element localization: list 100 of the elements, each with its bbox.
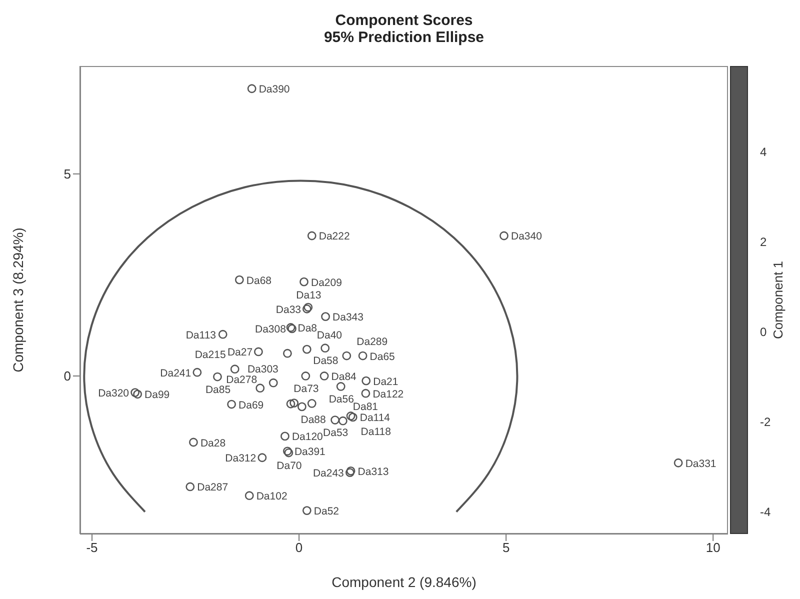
point: [674, 458, 683, 468]
point: [286, 399, 296, 408]
point: [346, 412, 356, 420]
data-label: Da343: [332, 312, 364, 324]
point: [297, 402, 306, 412]
data-label: Da56: [328, 393, 354, 406]
point: [320, 344, 330, 353]
data-label: Da69: [238, 399, 264, 412]
data-label: Da8: [298, 322, 318, 334]
y2-tick-label: 0: [760, 324, 767, 339]
y2-tick-label: 4: [760, 144, 767, 159]
data-label: Da68: [246, 274, 272, 287]
data-label: Da84: [331, 370, 357, 383]
point: [342, 351, 352, 360]
point: [330, 416, 340, 424]
y-axis-title: Component 3 (8.294%): [10, 228, 26, 372]
point: [302, 344, 312, 354]
point: [500, 231, 508, 240]
chart-title: Component Scores: [334, 12, 474, 29]
point: [254, 347, 263, 356]
data-label: Da278: [226, 374, 258, 386]
data-label: Da65: [370, 350, 396, 363]
point: [244, 491, 254, 500]
data-label: Da313: [358, 466, 389, 478]
point: [218, 330, 228, 339]
data-label: Da28: [200, 437, 226, 450]
data-label: Da241: [160, 367, 192, 380]
point: [358, 351, 368, 360]
point: [301, 372, 310, 380]
data-label: Da331: [685, 458, 716, 470]
point: [258, 453, 267, 462]
point: [192, 368, 202, 377]
point: [300, 277, 308, 286]
data-label: Da58: [313, 355, 338, 368]
y2-tick-label: 2: [760, 234, 767, 249]
point: [280, 432, 290, 441]
y2-axis-title: Component 1: [770, 260, 786, 340]
point: [346, 468, 354, 478]
data-label: Da40: [316, 329, 342, 342]
x-tick-label: 10: [706, 540, 720, 556]
point: [189, 438, 198, 447]
data-label: Da114: [360, 412, 390, 424]
point: [282, 348, 292, 358]
data-label: Da390: [258, 84, 290, 96]
data-label: Da215: [194, 349, 226, 362]
point: [346, 466, 356, 476]
data-label: Da340: [510, 230, 542, 243]
point: [130, 388, 140, 397]
point: [307, 399, 316, 408]
data-label: Da391: [294, 446, 326, 458]
x-tick-label: 5: [502, 540, 510, 556]
point: [247, 84, 256, 94]
data-label: Da21: [373, 376, 398, 388]
point: [234, 275, 244, 284]
data-label: Da120: [292, 431, 324, 444]
x-tick-label: 0: [295, 540, 303, 556]
data-label: Da52: [314, 506, 340, 518]
point: [320, 372, 329, 380]
data-label: Da99: [144, 389, 170, 402]
point: [361, 388, 370, 398]
data-label: Da27: [227, 346, 253, 359]
chart-subtitle: 95% Prediction Ellipse: [322, 29, 486, 46]
data-label: Da308: [254, 324, 286, 336]
data-label: Da13: [296, 289, 322, 302]
y2-tick-label: -2: [760, 414, 771, 429]
data-label: Da243: [312, 468, 344, 480]
data-label: Da303: [247, 363, 279, 376]
data-label: Da320: [98, 388, 130, 400]
point: [133, 390, 142, 399]
point: [230, 364, 240, 374]
data-label: Da287: [197, 482, 228, 494]
x-tick-label: -5: [86, 540, 98, 556]
point: [362, 376, 371, 386]
point: [321, 312, 330, 322]
point: [338, 416, 348, 426]
point: [186, 482, 195, 492]
y2-tick-label: -4: [760, 504, 771, 519]
point: [348, 412, 358, 422]
data-label: Da102: [256, 490, 288, 503]
point: [227, 400, 236, 409]
point: [268, 378, 278, 388]
point: [256, 384, 265, 393]
data-label: Da53: [323, 427, 348, 440]
point: [302, 506, 312, 516]
data-label: Da33: [276, 304, 302, 316]
data-label: Da73: [294, 382, 319, 395]
data-label: Da122: [372, 388, 404, 400]
data-label: Da81: [352, 400, 378, 413]
data-label: Da289: [356, 336, 388, 348]
data-label: Da222: [318, 230, 350, 243]
point: [307, 231, 316, 240]
data-label: Da209: [311, 276, 342, 289]
x-axis-title: Component 2 (9.846%): [332, 574, 476, 590]
data-label: Da113: [186, 329, 216, 342]
data-label: Da118: [360, 426, 392, 438]
point: [213, 372, 222, 382]
data-label: Da70: [276, 460, 302, 472]
point: [336, 382, 346, 391]
data-label: Da88: [300, 414, 326, 426]
data-label: Da85: [205, 384, 231, 396]
